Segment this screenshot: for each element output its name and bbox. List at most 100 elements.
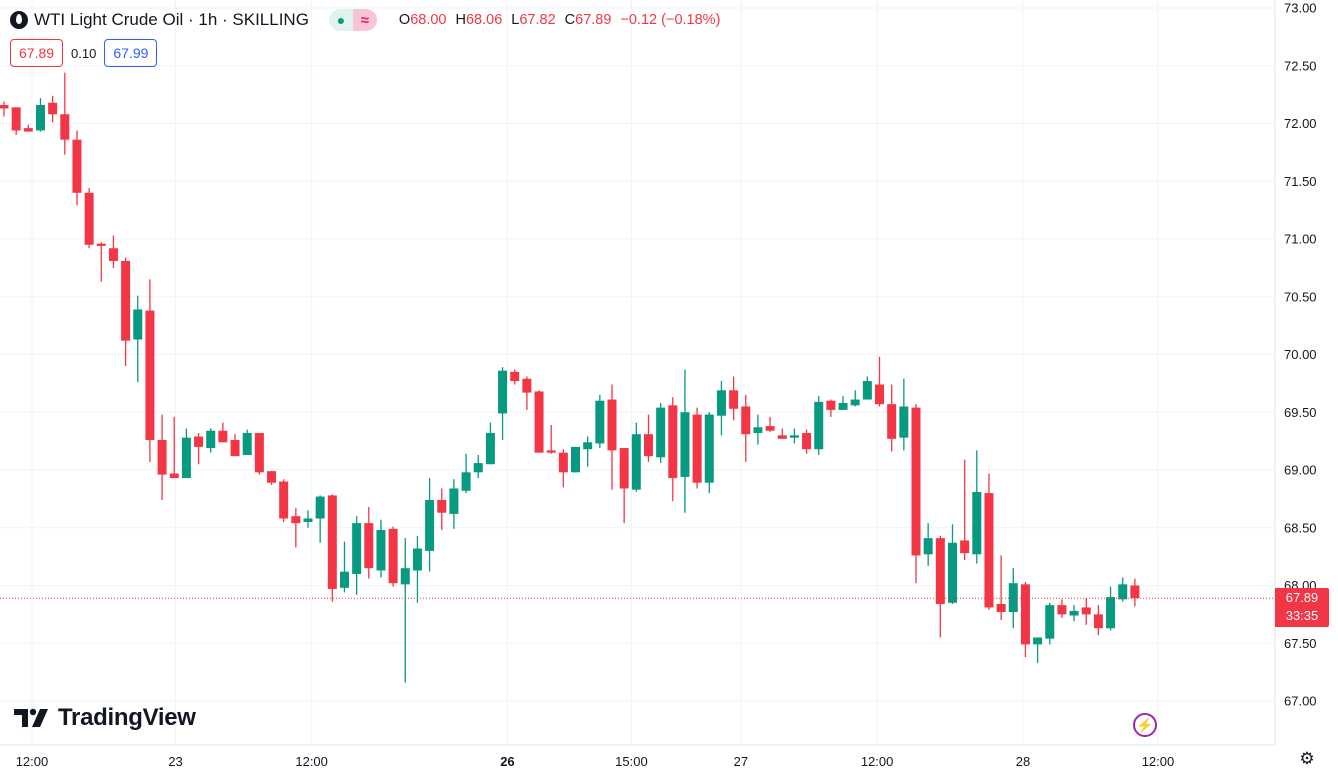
candle-body (145, 310, 155, 440)
candle-body (206, 430, 216, 449)
candle (48, 95, 58, 123)
candle (1093, 605, 1103, 636)
price-tick-label: 71.50 (1284, 174, 1317, 189)
candle-body (291, 516, 301, 524)
candle-body (546, 450, 556, 453)
candle (1130, 578, 1140, 607)
candle (1118, 577, 1128, 602)
candle-body (984, 493, 994, 608)
candle-body (704, 414, 714, 483)
candle (242, 429, 252, 455)
candle (230, 434, 240, 457)
sell-button[interactable]: 67.89 (10, 39, 64, 67)
candle-body (1130, 585, 1140, 599)
candle-body (911, 407, 921, 556)
candle-body (23, 128, 33, 132)
time-axis[interactable]: 12:00 23 12:00 26 15:00 27 12:00 28 12:00 (16, 754, 1175, 769)
candle-body (254, 433, 264, 473)
spread-value: 0.10 (71, 45, 97, 61)
candle (729, 376, 739, 421)
candle-body (35, 105, 45, 131)
candle-body (1118, 584, 1128, 600)
candle-body (826, 400, 836, 410)
candle (814, 396, 824, 455)
candle (327, 494, 337, 602)
candle-body (643, 434, 653, 457)
candle (826, 399, 836, 417)
candle (11, 107, 21, 136)
candle-body (230, 439, 240, 457)
candle (1008, 568, 1018, 629)
candle-body (157, 439, 167, 475)
candle-body (862, 381, 872, 400)
candle-body (522, 378, 532, 393)
candle (996, 555, 1006, 621)
candle-body (60, 114, 70, 140)
low-value: 67.82 (519, 12, 556, 28)
symbol-title[interactable]: WTI Light Crude Oil · 1h · SKILLING (34, 10, 309, 29)
buy-button[interactable]: 67.99 (104, 39, 158, 67)
price-tick-label: 70.00 (1284, 347, 1317, 362)
candle-body (765, 426, 775, 431)
candle (935, 535, 945, 638)
tradingview-logo[interactable]: TradingView (14, 704, 196, 732)
candle (206, 428, 216, 453)
candle (364, 506, 374, 579)
candle (510, 369, 520, 385)
market-open-dot-icon: ● (328, 9, 353, 31)
candle (108, 235, 118, 268)
candle-body (485, 433, 495, 465)
candle-body (583, 442, 593, 450)
settings-gear-icon[interactable]: ⚙ (1299, 749, 1315, 768)
candle-body (656, 407, 666, 458)
candle (862, 376, 872, 400)
candle (1033, 637, 1043, 663)
candle-body (473, 463, 483, 473)
candle-body (303, 518, 313, 522)
candle (583, 436, 593, 467)
candle-body (84, 192, 94, 245)
candle (1020, 582, 1030, 658)
candle (656, 403, 666, 464)
indicator-pill[interactable]: ● ≈ (328, 9, 377, 31)
candle (631, 422, 641, 492)
candle-body (242, 433, 252, 455)
candle-body (1069, 610, 1079, 616)
candle-body (194, 436, 204, 447)
candle-body (960, 540, 970, 554)
candle (546, 424, 556, 454)
candle (643, 414, 653, 462)
candle (972, 450, 982, 564)
candle-body (339, 571, 349, 588)
price-tick-label: 69.00 (1284, 463, 1317, 478)
candle (571, 446, 581, 473)
price-tick-label: 72.00 (1284, 116, 1317, 131)
candle (522, 376, 532, 410)
candle-body (315, 496, 325, 519)
lightning-alert-icon[interactable]: ⚡ (1133, 713, 1157, 737)
candle (267, 471, 277, 486)
candle-body (121, 260, 131, 341)
candle (911, 404, 921, 584)
candle-body (1081, 607, 1091, 615)
candle (461, 453, 471, 494)
oil-drop-icon (10, 11, 28, 29)
high-label: H (455, 12, 466, 28)
candle-body (1008, 583, 1018, 613)
candle (923, 523, 933, 566)
candle (437, 488, 447, 531)
tradingview-logo-icon (14, 708, 48, 727)
candle-body (972, 491, 982, 555)
candle-body (0, 105, 9, 109)
candle-body (631, 434, 641, 490)
candle-body (376, 530, 386, 571)
candle (680, 369, 690, 513)
candle (303, 510, 313, 528)
candle (960, 459, 970, 561)
candle (157, 414, 167, 501)
candle-body (887, 404, 897, 439)
candle (315, 495, 325, 543)
candle-body (48, 102, 58, 115)
candle-body (1093, 614, 1103, 629)
